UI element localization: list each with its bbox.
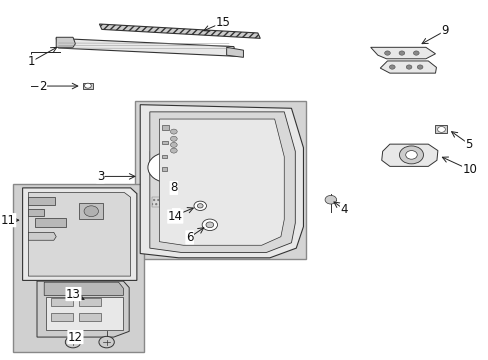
- Polygon shape: [159, 119, 284, 245]
- Polygon shape: [45, 297, 123, 330]
- Circle shape: [197, 204, 203, 208]
- Text: 3: 3: [97, 170, 104, 183]
- Circle shape: [384, 51, 389, 55]
- Text: 14: 14: [167, 210, 183, 223]
- Bar: [435, 126, 447, 134]
- Circle shape: [84, 83, 91, 88]
- Polygon shape: [150, 151, 185, 184]
- Bar: [51, 313, 73, 320]
- Circle shape: [437, 127, 445, 132]
- Polygon shape: [381, 144, 437, 166]
- Text: 9: 9: [441, 24, 448, 37]
- Text: 7: 7: [172, 209, 180, 222]
- Circle shape: [170, 148, 177, 153]
- Bar: [13, 184, 143, 352]
- Polygon shape: [370, 47, 435, 59]
- Bar: [162, 126, 168, 130]
- Text: 1: 1: [27, 55, 35, 68]
- Circle shape: [170, 136, 177, 141]
- Bar: [162, 154, 166, 158]
- Bar: [35, 219, 66, 227]
- Circle shape: [194, 201, 206, 211]
- Circle shape: [170, 142, 177, 147]
- Circle shape: [412, 51, 418, 55]
- Circle shape: [65, 336, 81, 348]
- Polygon shape: [140, 105, 303, 258]
- Circle shape: [388, 65, 394, 69]
- Polygon shape: [22, 188, 137, 280]
- Circle shape: [205, 222, 213, 228]
- Circle shape: [416, 65, 422, 69]
- Text: 10: 10: [462, 163, 476, 176]
- Polygon shape: [44, 282, 123, 296]
- Circle shape: [84, 206, 98, 217]
- Bar: [162, 140, 167, 144]
- Text: 8: 8: [170, 181, 177, 194]
- Bar: [135, 101, 305, 259]
- Circle shape: [202, 219, 217, 230]
- Circle shape: [405, 150, 416, 159]
- Bar: [82, 83, 93, 89]
- Text: 11: 11: [0, 214, 16, 227]
- Polygon shape: [28, 193, 130, 276]
- Bar: [152, 197, 191, 207]
- Text: 12: 12: [68, 330, 83, 343]
- Polygon shape: [99, 24, 260, 39]
- Text: 15: 15: [215, 16, 230, 29]
- Polygon shape: [37, 281, 129, 337]
- Bar: [79, 203, 103, 220]
- Bar: [162, 167, 166, 171]
- Bar: [51, 298, 73, 306]
- Polygon shape: [56, 37, 75, 47]
- Polygon shape: [149, 112, 295, 252]
- Circle shape: [398, 51, 404, 55]
- Circle shape: [170, 129, 177, 134]
- Bar: [28, 197, 55, 205]
- Circle shape: [399, 146, 423, 164]
- Text: 2: 2: [39, 80, 46, 93]
- Text: 13: 13: [66, 288, 81, 301]
- Circle shape: [147, 152, 188, 183]
- Polygon shape: [56, 39, 236, 56]
- Circle shape: [99, 336, 114, 348]
- Text: 4: 4: [340, 203, 347, 216]
- Polygon shape: [226, 47, 243, 57]
- Bar: [28, 210, 43, 216]
- Circle shape: [325, 195, 336, 204]
- Text: 6: 6: [185, 231, 193, 244]
- Circle shape: [406, 65, 411, 69]
- Bar: [79, 313, 101, 320]
- Bar: [79, 298, 101, 306]
- Polygon shape: [28, 232, 56, 240]
- Bar: [152, 197, 191, 207]
- Text: 5: 5: [465, 138, 472, 150]
- Polygon shape: [380, 61, 436, 73]
